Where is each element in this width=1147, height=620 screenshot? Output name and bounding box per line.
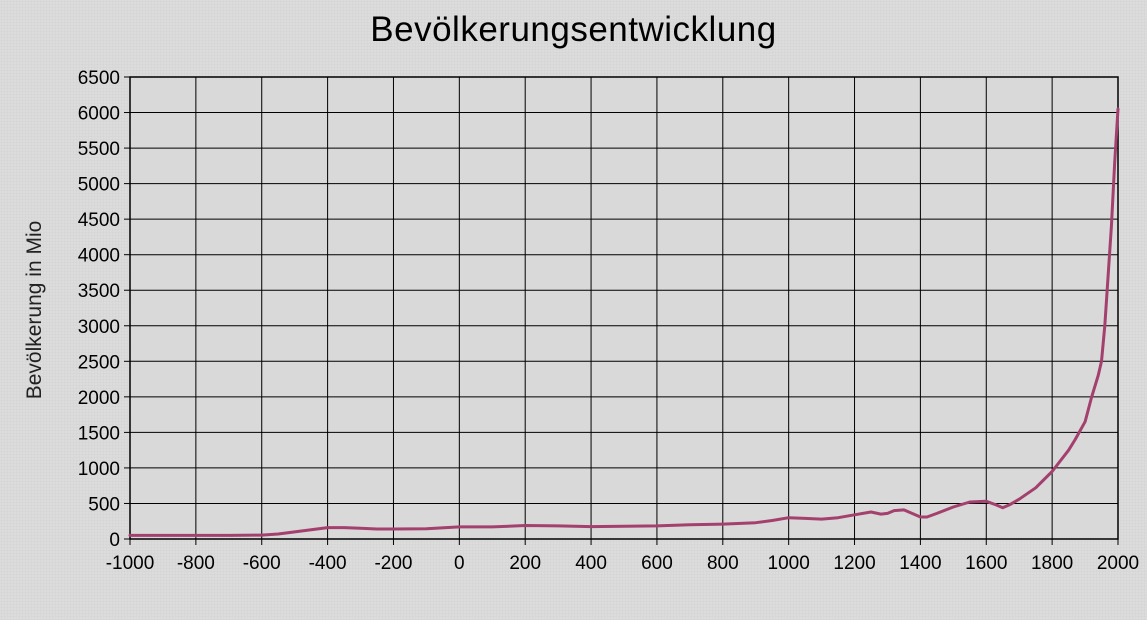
x-tick-label: -200 (374, 553, 412, 574)
x-tick-label: 2000 (1097, 553, 1139, 574)
y-tick-label: 6500 (78, 68, 120, 89)
tick-labels: -1000 -800 -600 -400 -200 0 200 400 600 800 1000 12… (78, 68, 1139, 574)
x-tick-label: 800 (707, 553, 739, 574)
x-tick-label: 1400 (899, 553, 941, 574)
x-tick-label: 200 (509, 553, 541, 574)
plot-area (129, 76, 1119, 540)
y-tick-label: 4500 (78, 210, 120, 231)
y-tick-label: 3500 (78, 281, 120, 302)
x-tick-label: -800 (177, 553, 215, 574)
y-tick-label: 0 (109, 530, 120, 551)
y-tick-label: 6000 (78, 104, 120, 125)
y-tick-label: 5500 (78, 139, 120, 160)
x-tick-label: 1000 (768, 553, 810, 574)
chart-title: Bevölkerungsentwicklung (370, 10, 777, 49)
x-tick-label: -400 (309, 553, 347, 574)
x-tick-label: 400 (575, 553, 607, 574)
gridlines (130, 77, 1118, 539)
x-tick-label: 1800 (1031, 553, 1073, 574)
axis-ticks (124, 76, 1119, 545)
y-tick-label: 3000 (78, 317, 120, 338)
y-tick-label: 5000 (78, 175, 120, 196)
x-tick-label: 600 (641, 553, 673, 574)
series-layer (128, 107, 1120, 537)
y-tick-label: 1000 (78, 459, 120, 480)
y-tick-label: 500 (88, 494, 120, 515)
x-tick-label: 0 (454, 553, 465, 574)
x-tick-label: 1600 (965, 553, 1007, 574)
x-tick-label: -600 (243, 553, 281, 574)
y-tick-label: 4000 (78, 246, 120, 267)
y-tick-label: 1500 (78, 423, 120, 444)
y-tick-label: 2500 (78, 352, 120, 373)
x-tick-label: 1200 (833, 553, 875, 574)
x-tick-label: -1000 (106, 553, 155, 574)
series-line (128, 107, 1120, 537)
y-tick-label: 2000 (78, 388, 120, 409)
